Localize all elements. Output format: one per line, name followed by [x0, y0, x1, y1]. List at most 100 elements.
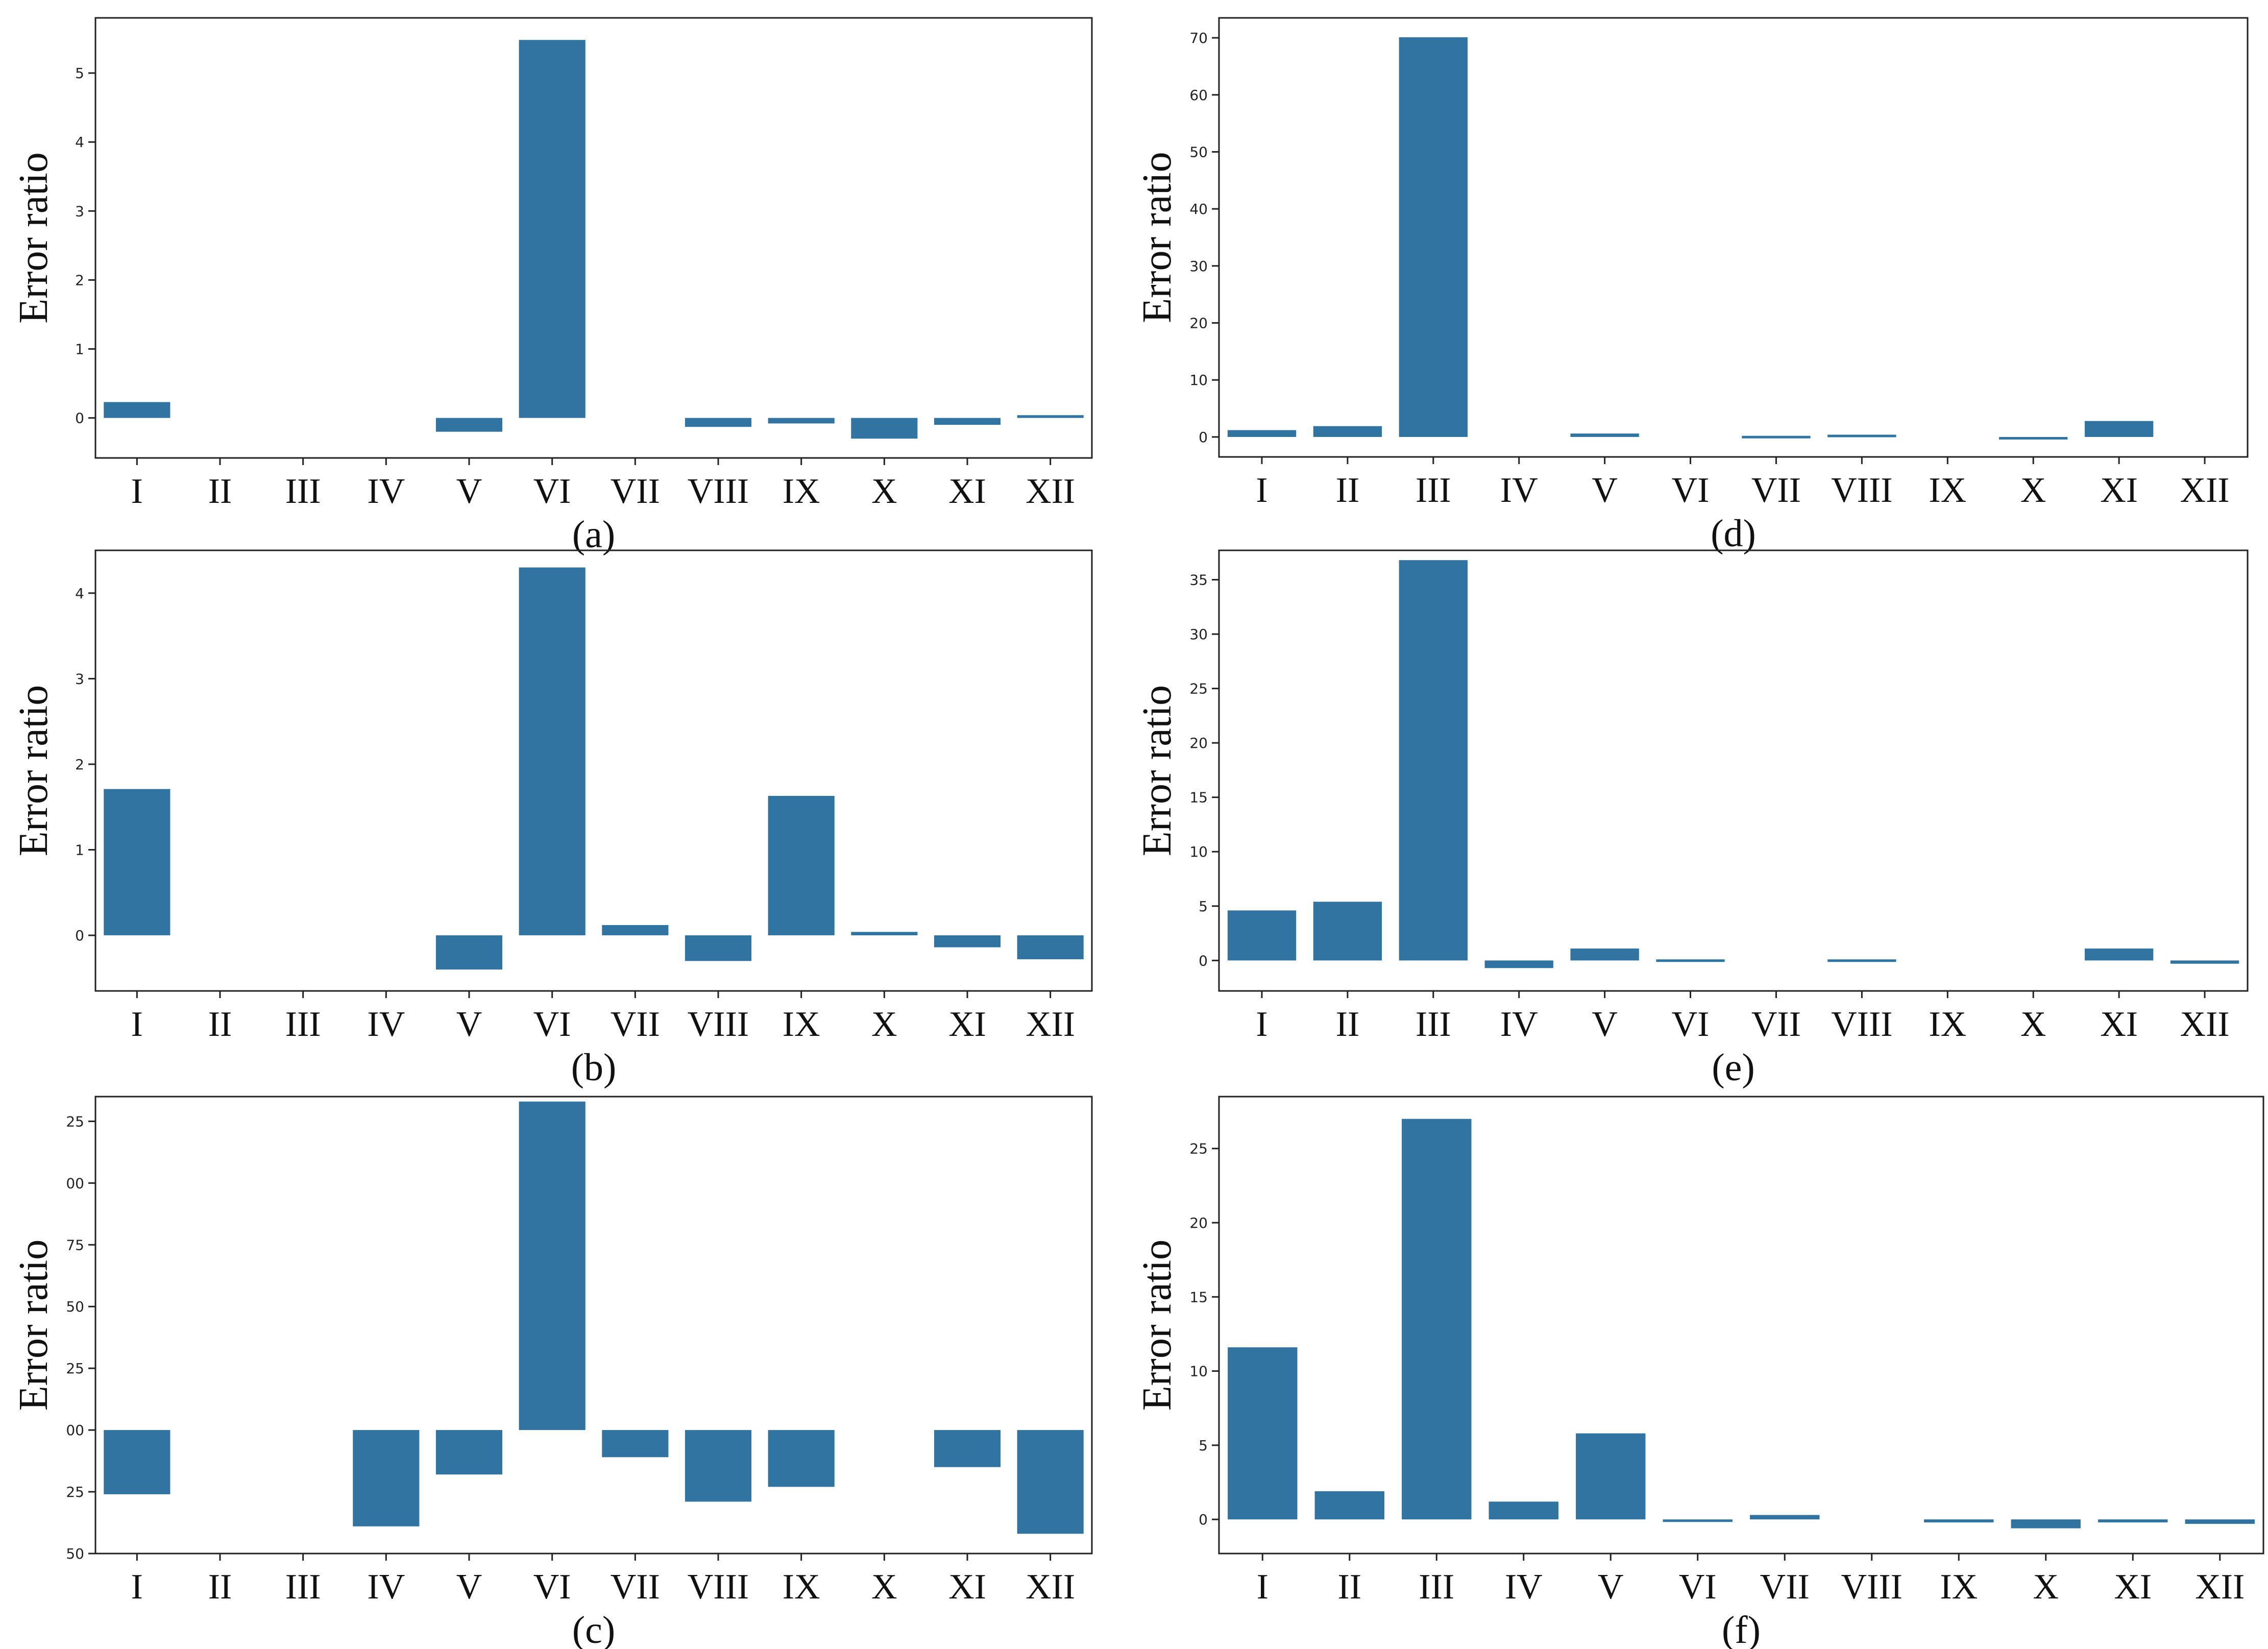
x-tick-label: V: [456, 472, 482, 511]
bar-X: [1999, 436, 2068, 440]
y-axis-label: Error ratio: [11, 152, 56, 323]
y-tick-label: 0: [1199, 429, 1208, 446]
x-tick-label: II: [1337, 1567, 1361, 1607]
bar-VII: [1750, 1515, 1820, 1520]
bar-V: [1576, 1433, 1646, 1520]
bar-III: [1399, 560, 1468, 961]
bar-IV: [353, 1430, 420, 1526]
y-tick-label: 1: [75, 842, 84, 859]
y-tick-label: 50: [1189, 143, 1208, 160]
panel-caption: (c): [572, 1609, 615, 1649]
y-tick-label: 1: [75, 341, 84, 358]
x-tick-label: IX: [783, 472, 820, 511]
bar-XI: [934, 935, 1001, 948]
x-tick-label: IV: [1500, 1005, 1538, 1044]
x-tick-label: XI: [948, 1567, 986, 1607]
bar-XII: [2185, 1519, 2255, 1524]
panel-caption: (d): [1711, 512, 1756, 555]
y-tick-label: 20: [1189, 315, 1208, 332]
x-tick-label: XI: [948, 1005, 986, 1044]
bar-I: [1228, 1347, 1298, 1520]
y-tick-label: 2: [75, 756, 84, 773]
bar-VIII: [685, 935, 752, 961]
bar-V: [435, 1430, 503, 1475]
x-tick-label: VI: [1672, 1005, 1710, 1044]
y-tick-label: 10: [1189, 1363, 1208, 1380]
y-axis-label: Error ratio: [1135, 685, 1180, 856]
x-tick-label: IX: [783, 1567, 820, 1607]
x-tick-label: V: [1592, 471, 1618, 510]
plot-frame: [1218, 1096, 2264, 1555]
x-tick-label: VIII: [688, 1567, 749, 1607]
plot-frame: [94, 549, 1093, 992]
plot-frame: [94, 17, 1093, 459]
y-tick-label: 25: [66, 1113, 84, 1130]
x-tick-label: V: [456, 1005, 482, 1044]
bar-X: [851, 932, 918, 936]
x-tick-label: I: [131, 1567, 143, 1607]
bar-V: [435, 935, 503, 970]
bar-III: [1402, 1119, 1472, 1520]
y-tick-label: 3: [75, 670, 84, 687]
x-tick-label: V: [1598, 1567, 1624, 1607]
y-tick-label: 30: [1189, 258, 1208, 275]
bar-VII: [1742, 435, 1811, 439]
x-tick-label: VII: [1751, 471, 1801, 510]
y-tick-label: 5: [1199, 1437, 1208, 1454]
x-tick-label: VIII: [688, 1005, 749, 1044]
bar-VII: [602, 1430, 669, 1458]
x-tick-label: VII: [1751, 1005, 1801, 1044]
bar-V: [1570, 433, 1639, 437]
bar-XII: [2170, 960, 2239, 964]
x-tick-label: II: [208, 1567, 232, 1607]
bar-I: [1227, 910, 1297, 961]
bar-IV: [1489, 1501, 1558, 1520]
bar-VIII: [685, 418, 752, 427]
bar-II: [1313, 426, 1382, 437]
x-tick-label: XII: [2180, 1005, 2229, 1044]
y-axis-label: Error ratio: [1135, 1240, 1180, 1411]
y-tick-label: 75: [66, 1236, 84, 1253]
y-tick-label: 40: [1189, 201, 1208, 217]
y-tick-label: 25: [66, 1484, 84, 1500]
x-tick-label: II: [1336, 1005, 1360, 1044]
x-tick-label: XI: [2100, 1005, 2138, 1044]
plot-frame: [94, 1096, 1093, 1555]
y-tick-label: 3: [75, 203, 84, 220]
x-tick-label: IX: [1929, 1005, 1966, 1044]
y-tick-label: 2: [75, 272, 84, 288]
x-tick-label: VII: [611, 1567, 660, 1607]
bar-XI: [934, 418, 1001, 425]
x-tick-label: I: [1257, 1567, 1269, 1607]
x-tick-label: I: [131, 472, 143, 511]
x-tick-label: X: [871, 1005, 897, 1044]
bar-XII: [1017, 415, 1084, 418]
bar-VI: [519, 567, 586, 936]
bar-XII: [1017, 1430, 1084, 1534]
y-tick-label: 5: [75, 65, 84, 82]
x-tick-label: III: [1416, 471, 1451, 510]
panel-caption: (f): [1722, 1609, 1761, 1649]
y-axis-label: Error ratio: [1135, 152, 1180, 323]
x-tick-label: VII: [1760, 1567, 1810, 1607]
bar-X: [2011, 1519, 2081, 1529]
x-tick-label: III: [285, 1567, 321, 1607]
bar-II: [1313, 902, 1382, 961]
bar-I: [104, 789, 170, 936]
y-tick-label: 15: [1189, 789, 1208, 806]
x-tick-label: I: [131, 1005, 143, 1044]
y-tick-label: 25: [1189, 1141, 1208, 1157]
x-tick-label: III: [1419, 1567, 1454, 1607]
x-tick-label: IV: [367, 1005, 405, 1044]
plot-frame: [1218, 17, 2249, 458]
x-tick-label: VII: [611, 1005, 660, 1044]
x-tick-label: VI: [533, 1005, 571, 1044]
x-tick-label: VI: [1679, 1567, 1717, 1607]
x-tick-label: XI: [948, 472, 986, 511]
panel-caption: (e): [1712, 1046, 1754, 1089]
x-tick-label: VIII: [1831, 471, 1892, 510]
bar-VI: [519, 40, 586, 418]
bar-IX: [768, 418, 835, 424]
